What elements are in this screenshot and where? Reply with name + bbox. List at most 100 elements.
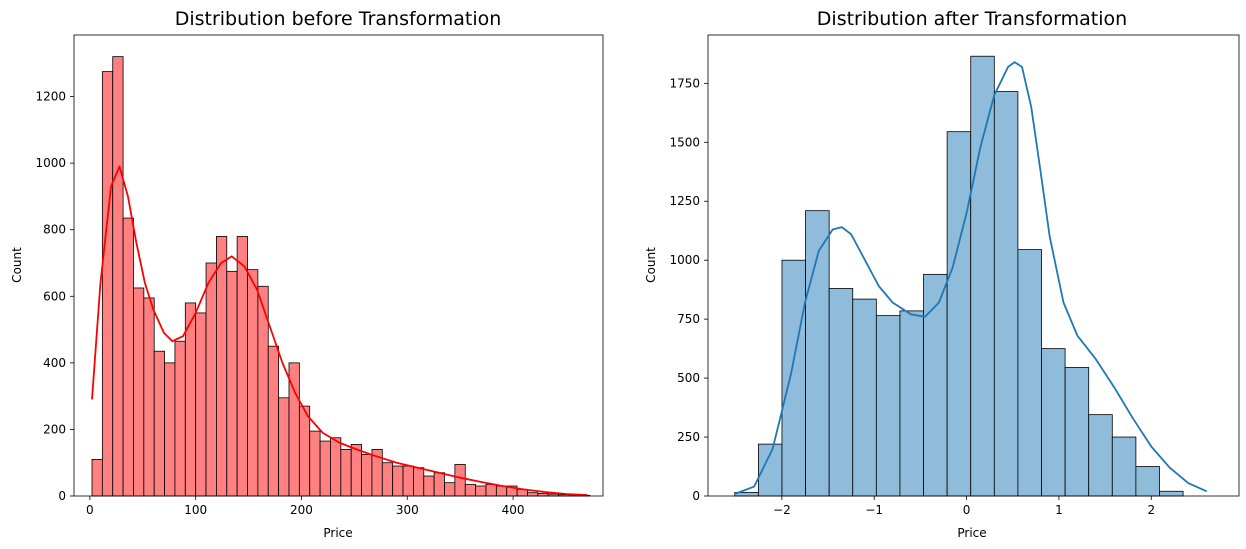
histogram-bar (340, 448, 352, 497)
y-axis-label: Count (10, 247, 24, 283)
y-tick-label: 1000 (669, 253, 700, 267)
histogram-bar (946, 131, 972, 497)
x-tick-label: −1 (865, 503, 883, 517)
histogram-bar (1017, 249, 1042, 497)
histogram-bar (184, 302, 197, 497)
histogram-bar (236, 235, 248, 497)
histogram-bar (153, 350, 165, 497)
chart-title: Distribution before Transformation (175, 8, 502, 30)
x-tick-label: 300 (396, 503, 419, 517)
y-tick-label: 250 (677, 430, 700, 444)
histogram-bar (350, 444, 362, 497)
x-tick-label: 1 (1055, 503, 1063, 517)
histogram-bar (433, 472, 445, 497)
histogram-bars (734, 55, 1184, 497)
histogram-bar (1088, 414, 1113, 497)
y-tick-label: 800 (43, 223, 66, 237)
y-tick-label: 500 (677, 371, 700, 385)
plot-area-frame (707, 34, 1240, 497)
y-axis-label: Count (644, 247, 658, 283)
histogram-bar (923, 273, 948, 497)
histogram-bar (205, 262, 217, 497)
histogram-bar (899, 310, 924, 497)
y-ticks: 0 250 500 750 1000 1250 1500 1750 (669, 76, 708, 503)
x-ticks: 0 100 200 300 400 (86, 496, 525, 517)
kde-line (91, 165, 588, 496)
y-tick-label: 400 (43, 356, 66, 370)
histogram-bar (298, 405, 311, 497)
histogram-bar (247, 269, 259, 497)
histogram-bar (91, 458, 103, 497)
plot-area-frame (73, 34, 604, 497)
histogram-bar (970, 55, 995, 497)
histogram-bar (402, 465, 414, 497)
histogram-bar (485, 483, 497, 497)
histogram-bar (278, 397, 290, 497)
histogram-bars (91, 56, 591, 497)
y-tick-label: 0 (58, 489, 66, 503)
histogram-bar (454, 463, 466, 497)
histogram-bar (475, 485, 487, 497)
histogram-bar (381, 462, 394, 497)
histogram-bar (216, 235, 228, 497)
x-ticks: −2 −1 0 1 2 (773, 496, 1155, 517)
y-tick-label: 750 (677, 312, 700, 326)
histogram-bar (226, 270, 238, 497)
histogram-bar (143, 297, 155, 497)
x-tick-label: 100 (184, 503, 207, 517)
x-tick-label: 200 (290, 503, 313, 517)
histogram-bar (423, 475, 435, 497)
y-tick-label: 1200 (35, 90, 66, 104)
x-tick-label: 0 (86, 503, 94, 517)
chart-title: Distribution after Transformation (817, 8, 1127, 30)
y-tick-label: 600 (43, 289, 66, 303)
histogram-bar (392, 465, 404, 497)
histogram-bar (174, 340, 186, 497)
x-axis-label: Price (957, 526, 986, 540)
histogram-bar (164, 362, 176, 497)
kde-line (735, 61, 1208, 495)
histogram-bar (267, 345, 280, 497)
histogram-bar (1041, 348, 1066, 497)
histogram-bar (319, 440, 331, 497)
histogram-bar (1064, 367, 1090, 497)
histogram-bar (1135, 466, 1160, 497)
chart-before-transformation: Distribution before Transformation Price… (10, 8, 604, 540)
y-tick-label: 0 (692, 489, 700, 503)
y-ticks: 0 200 400 600 800 1000 1200 (35, 90, 74, 503)
histogram-bar (122, 217, 134, 497)
y-tick-label: 200 (43, 422, 66, 436)
histogram-bar (852, 298, 877, 497)
x-tick-label: 400 (502, 503, 525, 517)
x-tick-label: −2 (773, 503, 791, 517)
kde-curve (91, 165, 588, 496)
histogram-bar (133, 287, 145, 497)
histogram-bar (309, 430, 321, 497)
histogram-bar (828, 288, 854, 497)
y-tick-label: 1500 (669, 135, 700, 149)
y-tick-label: 1750 (669, 76, 700, 90)
histogram-bar (361, 453, 373, 497)
x-axis-label: Price (323, 526, 352, 540)
histogram-bar (875, 315, 901, 497)
histogram-bar (495, 485, 508, 497)
histogram-bar (464, 483, 477, 497)
histogram-bar (413, 467, 425, 497)
histogram-bar (444, 482, 456, 497)
histogram-bar (195, 312, 207, 497)
histogram-bar (993, 91, 1019, 497)
histogram-bar (1111, 436, 1137, 497)
x-tick-label: 0 (963, 503, 971, 517)
chart-after-transformation: Distribution after Transformation Price … (644, 8, 1240, 540)
histogram-bar (1159, 490, 1184, 497)
histogram-bar (527, 492, 539, 497)
histogram-bar (101, 71, 114, 497)
histogram-bar (330, 437, 342, 497)
y-tick-label: 1000 (35, 156, 66, 170)
histogram-bar (112, 56, 124, 497)
y-tick-label: 1250 (669, 194, 700, 208)
x-tick-label: 2 (1147, 503, 1155, 517)
histogram-bar (781, 259, 806, 497)
kde-curve (735, 61, 1208, 495)
